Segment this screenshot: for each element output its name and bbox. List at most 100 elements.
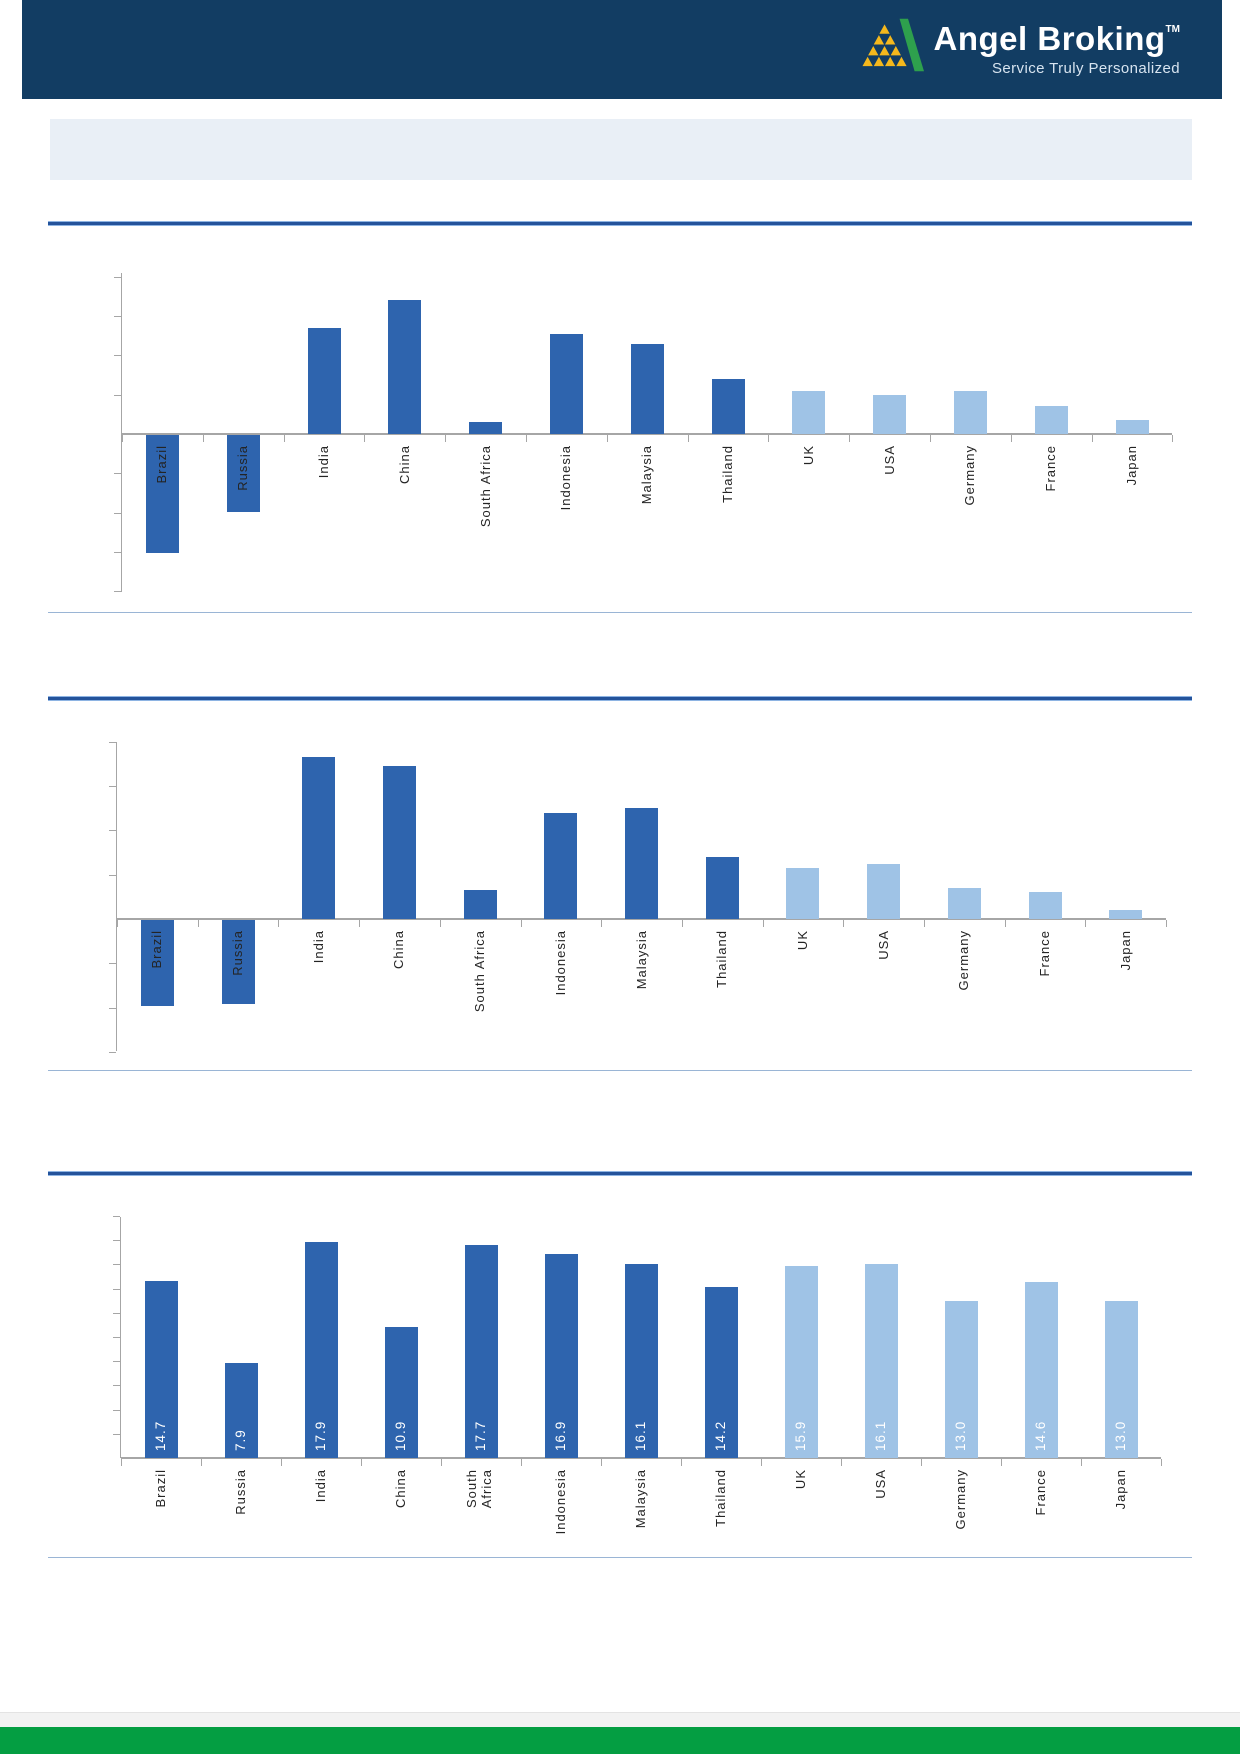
- x-axis-tick: [202, 435, 204, 442]
- x-axis-tick: [520, 920, 522, 927]
- bar-indonesia: [544, 1254, 578, 1458]
- x-axis-tick: [1166, 920, 1168, 927]
- xlabel-malaysia: Malaysia: [639, 445, 655, 505]
- bar-germany: [947, 887, 981, 919]
- bar-value-label: 14.7: [153, 1420, 168, 1451]
- x-axis-tick: [761, 1459, 762, 1466]
- xlabel-brazil: Brazil: [149, 930, 165, 969]
- x-axis-tick: [606, 435, 608, 442]
- bar-indonesia: [549, 333, 583, 434]
- xlabel-russia: Russia: [233, 1469, 248, 1515]
- bar-uk: [786, 868, 820, 919]
- x-axis-tick: [1172, 435, 1174, 442]
- x-axis: [122, 433, 1173, 435]
- section-divider-bottom-3: [48, 1557, 1192, 1558]
- bar-malaysia: [624, 1263, 658, 1458]
- xlabel-japan: Japan: [1117, 930, 1133, 971]
- x-axis-tick: [121, 1459, 122, 1466]
- xlabel-china: China: [396, 445, 412, 484]
- y-axis-tick: [113, 1433, 120, 1435]
- x-axis: [121, 1457, 1161, 1459]
- xlabel-germany: Germany: [962, 445, 978, 506]
- xlabel-indonesia: Indonesia: [552, 930, 568, 996]
- x-axis-tick: [843, 920, 845, 927]
- bar-japan: [1104, 1301, 1138, 1458]
- bar-china: [388, 300, 422, 434]
- y-axis-tick: [109, 1051, 116, 1053]
- y-axis-tick: [114, 355, 121, 357]
- y-axis-tick: [113, 1361, 120, 1363]
- y-axis-tick: [113, 1312, 120, 1314]
- bar-malaysia: [630, 343, 664, 434]
- xlabel-thailand: Thailand: [714, 930, 730, 988]
- y-axis-tick: [114, 551, 121, 553]
- xlabel-uk: UK: [794, 930, 810, 951]
- y-axis-tick: [113, 1409, 120, 1411]
- x-axis-tick: [521, 1459, 522, 1466]
- x-axis-tick: [1085, 920, 1087, 927]
- bar-usa: [867, 863, 901, 919]
- xlabel-france: France: [1033, 1469, 1048, 1516]
- bar-brazil: [145, 435, 179, 553]
- brand-tagline: Service Truly Personalized: [992, 60, 1180, 77]
- bar-malaysia: [625, 808, 659, 919]
- xlabel-france: France: [1043, 445, 1059, 492]
- xlabel-usa: USA: [873, 1469, 888, 1499]
- xlabel-thailand: Thailand: [720, 445, 735, 503]
- y-axis-tick: [113, 1264, 120, 1266]
- bar-south-africa: [464, 1244, 498, 1458]
- bar-value-label: 13.0: [953, 1420, 968, 1451]
- bar-value-label: 15.9: [793, 1420, 808, 1451]
- bar-india: [302, 757, 336, 919]
- bar-usa: [864, 1263, 898, 1458]
- x-axis-tick: [762, 920, 764, 927]
- y-axis: [121, 273, 122, 592]
- bar-thailand: [705, 856, 739, 919]
- y-axis-tick: [113, 1240, 120, 1242]
- section-divider-top-2: [48, 696, 1192, 701]
- x-axis-tick: [117, 920, 118, 927]
- footer-gray-strip: [0, 1712, 1240, 1728]
- xlabel-japan: Japan: [1113, 1469, 1128, 1510]
- bar-value-label: 14.6: [1033, 1420, 1048, 1451]
- bar-russia: [224, 1362, 258, 1458]
- section-divider-top-1: [48, 221, 1192, 226]
- xlabel-russia: Russia: [230, 930, 246, 976]
- bar-uk: [792, 390, 826, 434]
- section-divider-bottom-1: [48, 612, 1192, 613]
- xlabel-china: China: [391, 930, 407, 969]
- xlabel-south-africa: South Africa: [472, 930, 488, 1013]
- y-axis-tick: [109, 830, 116, 832]
- xlabel-germany: Germany: [953, 1469, 968, 1530]
- xlabel-germany: Germany: [956, 930, 972, 991]
- x-axis-tick: [359, 920, 361, 927]
- bar-germany: [953, 390, 987, 434]
- x-axis-tick: [361, 1459, 362, 1466]
- xlabel-france: France: [1037, 930, 1053, 977]
- xlabel-brazil: Brazil: [154, 445, 170, 484]
- x-axis-tick: [439, 920, 441, 927]
- y-axis-tick: [114, 473, 121, 475]
- footer-green-bar: [0, 1727, 1240, 1754]
- x-axis-tick: [1001, 1459, 1002, 1466]
- trademark-mark: TM: [1165, 24, 1180, 35]
- x-axis-tick: [841, 1459, 842, 1466]
- xlabel-thailand: Thailand: [713, 1469, 728, 1527]
- bar-brazil: [144, 1280, 178, 1458]
- y-axis-tick: [113, 1288, 120, 1290]
- bar-thailand: [704, 1286, 738, 1458]
- section-divider-top-3: [48, 1171, 1192, 1176]
- xlabel-malaysia: Malaysia: [633, 1469, 648, 1529]
- xlabel-china: China: [393, 1469, 408, 1508]
- x-axis-tick: [687, 435, 689, 442]
- x-axis-tick: [278, 920, 280, 927]
- y-axis: [116, 742, 117, 1051]
- bar-india: [307, 327, 341, 434]
- y-axis-tick: [114, 394, 121, 396]
- y-axis-tick: [114, 316, 121, 318]
- x-axis-tick: [445, 435, 447, 442]
- bar-value-label: 10.9: [393, 1420, 408, 1451]
- x-axis: [117, 918, 1167, 920]
- bar-value-label: 17.7: [473, 1420, 488, 1451]
- xlabel-indonesia: Indonesia: [558, 445, 574, 511]
